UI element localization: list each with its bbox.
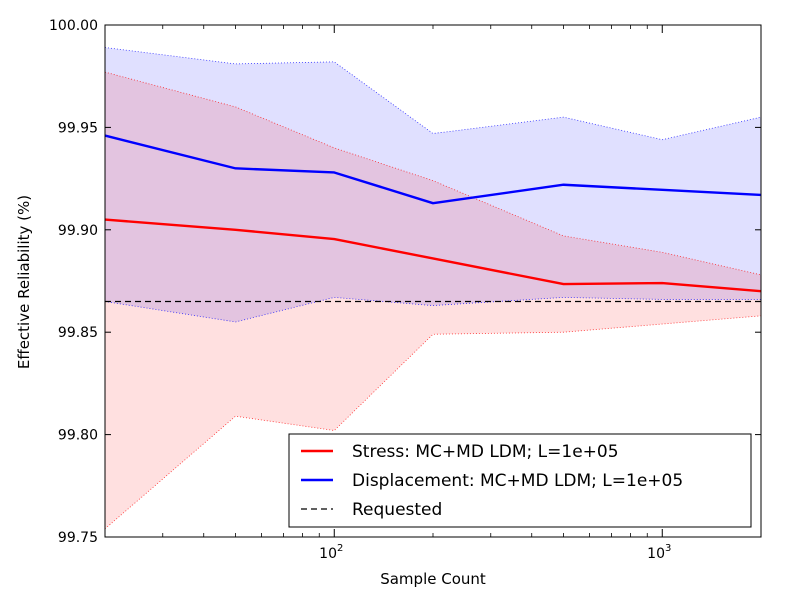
- legend-label: Stress: MC+MD LDM; L=1e+05: [352, 442, 619, 462]
- x-tick-label: 102: [319, 543, 343, 562]
- y-tick-label: 99.95: [58, 120, 98, 136]
- x-axis-label: Sample Count: [380, 570, 486, 588]
- band-lower-1: [104, 296, 761, 323]
- ticks: 99.75 99.80 99.85 99.90 99.95 100.00 102 103: [49, 18, 762, 562]
- legend-label: Requested: [352, 500, 442, 520]
- y-tick-label: 99.85: [58, 325, 98, 341]
- series-line-1: [104, 134, 762, 205]
- y-axis-label: Effective Reliability (%): [15, 195, 33, 369]
- band-0: [105, 72, 761, 529]
- series-lines: [104, 134, 762, 303]
- y-tick-label: 99.80: [58, 428, 98, 444]
- band-edges: [104, 47, 762, 530]
- x-tick-label: 103: [647, 543, 671, 562]
- confidence-bands: [105, 47, 761, 529]
- band-1: [105, 47, 761, 322]
- band-upper-1: [104, 47, 762, 141]
- legend-label: Displacement: MC+MD LDM; L=1e+05: [352, 471, 683, 491]
- band-lower-0: [104, 315, 762, 530]
- legend: Stress: MC+MD LDM; L=1e+05 Displacement: …: [288, 433, 752, 528]
- y-tick-label: 99.75: [58, 530, 98, 546]
- series-line-0: [104, 218, 762, 293]
- legend-box: [288, 433, 752, 528]
- band-upper-0: [104, 71, 762, 276]
- y-tick-label: 99.90: [58, 223, 98, 239]
- y-tick-label: 100.00: [49, 18, 98, 34]
